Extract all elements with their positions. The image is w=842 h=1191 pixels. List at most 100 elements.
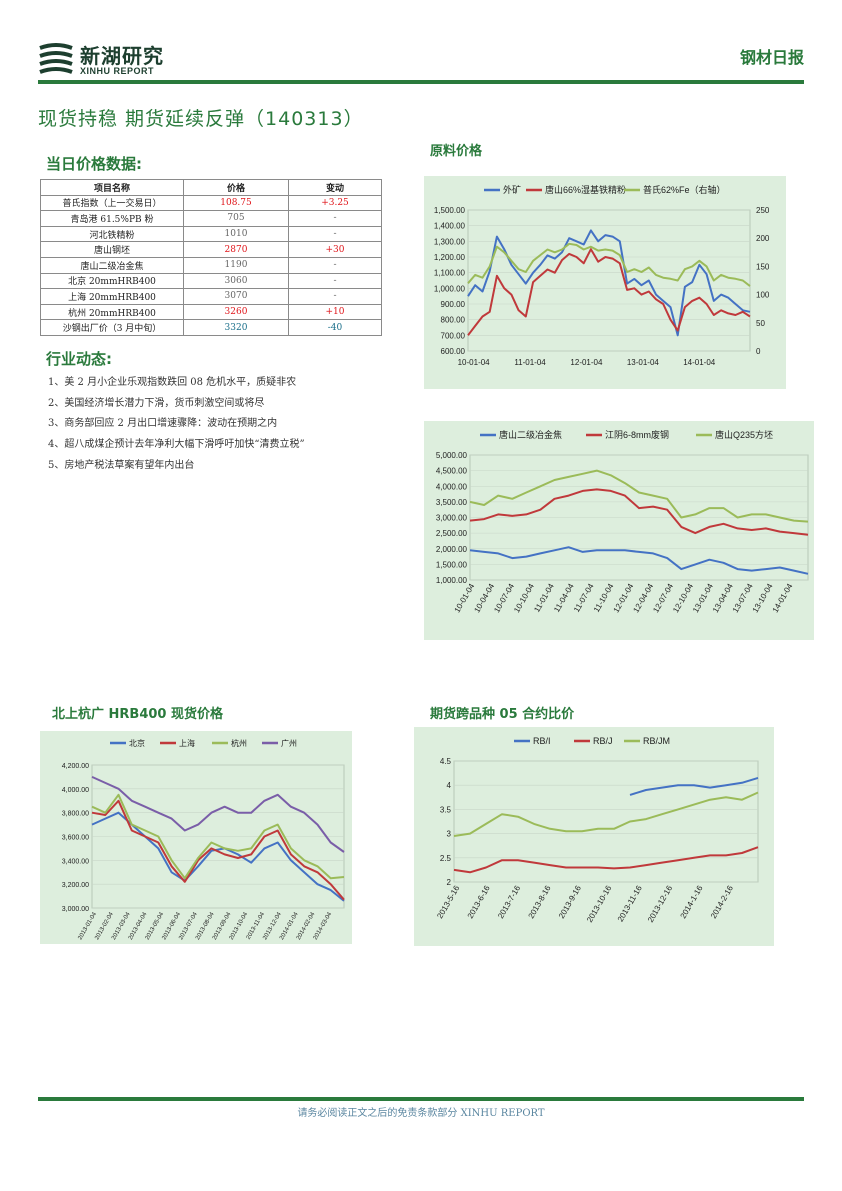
price-table-header: 项目名称 价格 变动 bbox=[40, 179, 382, 196]
x-tick-group: 2013-6-16 bbox=[466, 884, 492, 921]
y-tick-label: 4,000.00 bbox=[436, 482, 468, 491]
y-tick-label: 5,000.00 bbox=[436, 451, 468, 460]
series-line-1 bbox=[467, 248, 751, 336]
price-row-name: 杭州 20mmHRB400 bbox=[40, 303, 184, 321]
y-right-tick-label: 50 bbox=[756, 319, 765, 328]
table-row: 普氏指数（上一交易日） 108.75 +3.25 bbox=[40, 194, 382, 212]
y-tick-label: 3,000.00 bbox=[436, 514, 468, 523]
legend-label: 杭州 bbox=[231, 738, 247, 748]
y-right-tick-label: 100 bbox=[756, 291, 770, 300]
legend-label: 上海 bbox=[179, 738, 195, 748]
x-tick-label: 2013-5-16 bbox=[435, 884, 461, 921]
y-tick-label: 4,200.00 bbox=[62, 763, 89, 770]
logo: 新湖研究 XINHU REPORT bbox=[38, 40, 208, 78]
price-row-change: +3.25 bbox=[288, 194, 382, 212]
report-type: 钢材日报 bbox=[739, 48, 804, 67]
price-row-name: 北京 20mmHRB400 bbox=[40, 272, 184, 290]
y-right-tick-label: 150 bbox=[756, 262, 770, 271]
y-right-tick-label: 0 bbox=[756, 347, 761, 356]
x-tick-group: 2013-9-16 bbox=[557, 884, 583, 921]
legend-label: 江阴6-8mm废钢 bbox=[605, 429, 669, 440]
price-table: 项目名称 价格 变动 普氏指数（上一交易日） 108.75 +3.25 青岛港 61.… bbox=[40, 179, 382, 336]
price-row-change: -40 bbox=[288, 319, 382, 336]
price-row-name: 上海 20mmHRB400 bbox=[40, 288, 184, 305]
price-row-value: 1010 bbox=[183, 225, 289, 243]
y-tick-label: 1,000.00 bbox=[434, 284, 466, 293]
x-tick-group: 2014-2-16 bbox=[709, 884, 735, 921]
logo-mark-icon bbox=[39, 43, 73, 74]
y-tick-label: 4.5 bbox=[440, 757, 452, 766]
footer-divider bbox=[38, 1097, 804, 1101]
series-line-0 bbox=[469, 546, 809, 575]
x-tick-label: 2013-6-16 bbox=[466, 884, 492, 921]
table-row: 唐山钢坯 2870 +30 bbox=[40, 241, 382, 258]
plot-area bbox=[467, 209, 751, 352]
x-tick-group: 2013-5-16 bbox=[435, 884, 461, 921]
x-tick-label: 2013-12-16 bbox=[646, 884, 675, 924]
y-tick-label: 900.00 bbox=[441, 300, 466, 309]
x-tick-label: 11-01-04 bbox=[514, 358, 546, 367]
price-row-name: 沙钢出厂价（3 月中旬） bbox=[40, 319, 184, 336]
price-row-value: 3070 bbox=[183, 288, 289, 305]
x-tick-label: 2013-8-16 bbox=[527, 884, 553, 921]
y-tick-label: 2,000.00 bbox=[436, 545, 468, 554]
x-tick-label: 2014-2-16 bbox=[709, 884, 735, 921]
series-line-1 bbox=[453, 846, 759, 874]
legend-label: 唐山66%湿基铁精粉 bbox=[545, 184, 626, 195]
plot-area bbox=[453, 760, 759, 883]
y-tick-label: 3,800.00 bbox=[62, 811, 89, 818]
x-tick-label: 12-01-04 bbox=[570, 358, 603, 367]
table-row: 河北铁精粉 1010- bbox=[40, 225, 382, 243]
x-tick-label: 2013-10-16 bbox=[585, 884, 614, 924]
table-row: 上海 20mmHRB400 3070- bbox=[40, 288, 382, 305]
news-section-heading: 行业动态: bbox=[46, 350, 112, 368]
logo-sub: XINHU REPORT bbox=[80, 66, 155, 76]
y-tick-label: 700.00 bbox=[441, 331, 466, 340]
price-row-change: +30 bbox=[288, 241, 382, 258]
y-tick-label: 3,200.00 bbox=[62, 882, 89, 889]
col-change: 变动 bbox=[288, 179, 382, 196]
price-section-heading: 当日价格数据: bbox=[46, 155, 142, 173]
ratio-chart: 2 2.5 3 3.5 4 4.5 2013-5-16 2013-6-16 2013-7-16 2… bbox=[414, 727, 774, 946]
y-tick-label: 2 bbox=[447, 878, 452, 887]
raw-materials-chart: 600.00 700.00 800.00 900.00 1,000.00 1,100.00… bbox=[424, 176, 786, 389]
series-line-1 bbox=[91, 799, 345, 901]
series-line-2 bbox=[453, 791, 759, 837]
x-tick-group: 2013-8-16 bbox=[527, 884, 553, 921]
y-tick-label: 3 bbox=[447, 830, 452, 839]
x-tick-label: 13-01-04 bbox=[627, 358, 660, 367]
legend-label: 唐山二级冶金焦 bbox=[499, 429, 562, 440]
series-line-2 bbox=[469, 469, 809, 523]
price-row-value: 108.75 bbox=[183, 194, 289, 212]
price-row-name: 河北铁精粉 bbox=[40, 225, 184, 243]
legend-label: RB/JM bbox=[643, 736, 670, 746]
series-line-2 bbox=[91, 793, 345, 880]
y-tick-label: 2,500.00 bbox=[436, 529, 468, 538]
table-row: 北京 20mmHRB400 3060- bbox=[40, 272, 382, 290]
x-tick-label: 2014-1-16 bbox=[679, 884, 705, 921]
hrb-chart-heading: 北上杭广 HRB400 现货价格 bbox=[52, 707, 223, 722]
legend-label: RB/J bbox=[593, 736, 613, 746]
price-row-value: 3320 bbox=[183, 319, 289, 336]
header-divider bbox=[38, 80, 804, 84]
price-row-name: 普氏指数（上一交易日） bbox=[40, 194, 184, 212]
y-tick-label: 800.00 bbox=[441, 316, 466, 325]
x-tick-label: 10-01-04 bbox=[458, 358, 491, 367]
legend-label: 北京 bbox=[129, 738, 145, 748]
page-title: 现货持稳 期货延续反弹（140313） bbox=[38, 108, 364, 130]
table-row: 杭州 20mmHRB400 3260 +10 bbox=[40, 303, 382, 321]
legend-label: 唐山Q235方坯 bbox=[715, 429, 773, 440]
y-tick-label: 1,200.00 bbox=[434, 253, 466, 262]
news-item: 3、商务部回应 2 月出口增速骤降：波动在预期之内 bbox=[48, 418, 278, 430]
y-tick-label: 3,000.00 bbox=[62, 906, 89, 913]
series-line-0 bbox=[467, 229, 751, 337]
price-row-name: 唐山二级冶金焦 bbox=[40, 256, 184, 274]
table-row: 沙钢出厂价（3 月中旬） 3320 -40 bbox=[40, 319, 382, 336]
price-row-name: 唐山钢坯 bbox=[40, 241, 184, 258]
y-tick-label: 1,000.00 bbox=[436, 576, 468, 585]
y-tick-label: 4 bbox=[447, 781, 452, 790]
price-row-value: 2870 bbox=[183, 241, 289, 258]
y-tick-label: 4,500.00 bbox=[436, 467, 468, 476]
news-item: 5、房地产税法草案有望年内出台 bbox=[48, 459, 195, 471]
news-item: 4、超八成煤企预计去年净利大幅下滑呼吁加快“清费立税” bbox=[48, 439, 305, 451]
